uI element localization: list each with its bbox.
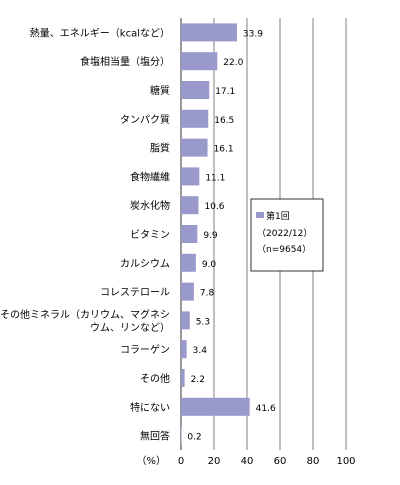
- data-label: 16.1: [214, 145, 234, 155]
- category-label: 無回答: [140, 430, 170, 443]
- x-tick-labels: 0 20 40 60 80 100: [178, 456, 356, 467]
- data-label: 9.0: [202, 260, 217, 270]
- data-label: 16.5: [214, 116, 234, 126]
- category-label: ビタミン: [130, 229, 170, 241]
- category-label: カルシウム: [120, 258, 170, 270]
- unit-label: （%）: [136, 455, 166, 467]
- x-tick-label: 60: [274, 456, 287, 467]
- data-label: 2.2: [191, 375, 205, 385]
- legend-swatch: [256, 212, 264, 218]
- legend-sample-size: （n=9654）: [257, 244, 311, 255]
- category-label: ウム、リンなど）: [90, 322, 170, 334]
- legend-box: [250, 198, 324, 272]
- bar: [181, 253, 196, 272]
- category-label: 食塩相当量（塩分）: [80, 55, 170, 68]
- category-label: 脂質: [150, 142, 170, 155]
- data-label: 7.8: [200, 289, 215, 299]
- value-labels: 33.9 22.0 17.1 16.5 16.1 11.1 10.6 9.9 9.0 7.8 5.3…: [187, 29, 276, 442]
- category-labels: 熱量、エネルギー（kcalなど） 食塩相当量（塩分） 糖質タンパク質脂質食物繊維炭水…: [0, 26, 170, 442]
- data-label: 41.6: [256, 404, 276, 414]
- legend-series-name: 第1回: [266, 210, 290, 222]
- data-label: 0.2: [187, 433, 201, 443]
- bar: [181, 196, 199, 215]
- bars: [181, 23, 250, 445]
- bar: [181, 282, 194, 301]
- x-tick-label: 100: [336, 456, 355, 467]
- x-tick-label: 40: [241, 456, 254, 467]
- category-label: タンパク質: [120, 113, 170, 126]
- category-label: 糖質: [150, 84, 170, 97]
- bar: [181, 81, 210, 99]
- data-label: 9.9: [203, 231, 218, 241]
- data-label: 10.6: [204, 202, 224, 212]
- bar: [181, 109, 209, 128]
- data-label: 3.4: [193, 346, 208, 356]
- data-label: 17.1: [215, 87, 235, 97]
- category-label: 食物繊維: [130, 170, 170, 183]
- category-label: その他ミネラル（カリウム、マグネシ: [0, 308, 170, 321]
- data-label: 22.0: [223, 58, 243, 68]
- category-label: 炭水化物: [130, 199, 170, 212]
- legend-period: （2022/12）: [257, 228, 312, 239]
- data-label: 33.9: [243, 29, 263, 39]
- bar: [181, 52, 218, 71]
- bar: [181, 311, 190, 330]
- category-label: 熱量、エネルギー（kcalなど）: [30, 26, 170, 39]
- bar: [181, 225, 198, 243]
- data-label: 11.1: [205, 173, 225, 183]
- bar: [181, 138, 208, 157]
- bar: [181, 397, 250, 416]
- category-label: その他: [140, 372, 170, 385]
- bar: [181, 426, 182, 445]
- category-label: コレステロール: [100, 288, 170, 299]
- bar: [181, 340, 187, 359]
- data-label: 5.3: [196, 317, 210, 327]
- bar: [181, 23, 237, 42]
- x-tick-label: 0: [178, 456, 184, 467]
- x-tick-label: 80: [307, 456, 320, 467]
- legend: 第1回 （2022/12） （n=9654）: [250, 198, 324, 272]
- bar: [181, 167, 200, 186]
- bar: [181, 369, 185, 387]
- x-tick-label: 20: [208, 456, 221, 467]
- category-label: 特にない: [130, 402, 170, 414]
- category-label: コラーゲン: [120, 344, 170, 356]
